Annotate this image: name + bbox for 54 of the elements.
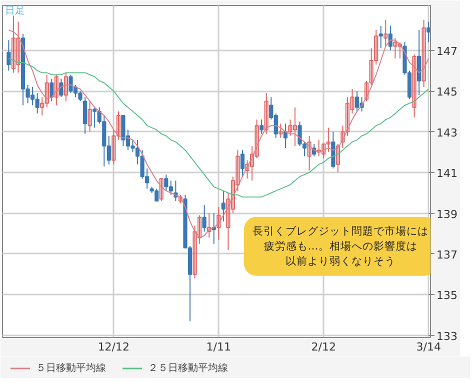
candlestick [278,123,283,138]
candlestick [345,96,350,136]
candlestick [54,74,58,106]
candlestick [378,25,383,49]
candlestick [412,54,416,118]
y-tick-label: 139 [436,208,458,221]
x-tick-label: 2/12 [311,340,336,354]
candlestick [288,119,292,136]
y-tick-label: 135 [436,289,458,302]
candlestick [221,190,226,222]
x-tick-label: 1/11 [206,340,231,354]
candlestick [50,78,54,102]
candlestick [254,119,259,159]
candlestick [202,204,206,232]
annotation: 日足 [4,6,25,16]
annotation: 長引くブレグジット問題で市場には疲労感も…。相場への影響度は以前より弱くなりそう [252,224,428,268]
candlestick [198,214,202,244]
candlestick [6,40,11,72]
candlestick [384,19,388,47]
legend-label: ２５日移動平均線 [148,362,228,375]
candlestick [82,96,88,134]
y-tick-label: 147 [436,44,458,58]
legend-label: ５日移動平均線 [36,362,106,375]
candlestick [159,178,164,202]
candlestick [112,129,116,165]
candlestick [236,150,240,192]
candlestick [260,119,264,134]
candlestick [292,106,298,147]
candlestick [350,88,354,114]
x-tick-label: 12/12 [98,340,130,354]
candlestick [264,92,268,134]
candlestick [116,110,120,140]
y-tick-label: 143 [436,126,458,140]
candlestick [426,21,430,43]
y-tick-label: 141 [436,167,458,180]
y-tick-label: 133 [436,330,458,343]
candlestick [393,38,398,59]
candlestick [192,224,197,279]
candlestick [326,127,330,153]
candlestick [64,72,68,102]
candlestick [374,29,378,66]
y-tick-label: 145 [436,86,458,99]
candlestick [240,150,245,178]
candlestick [40,96,44,116]
candlestick [11,15,16,74]
candlestick [88,100,92,132]
candlestick [422,19,426,88]
candlestick [369,48,374,86]
y-tick-label: 137 [436,248,458,262]
x-tick-label: 3/14 [416,340,441,354]
candlestick [226,192,230,250]
candlestick [44,74,49,108]
line-series [8,29,430,238]
candlestick [16,21,20,74]
